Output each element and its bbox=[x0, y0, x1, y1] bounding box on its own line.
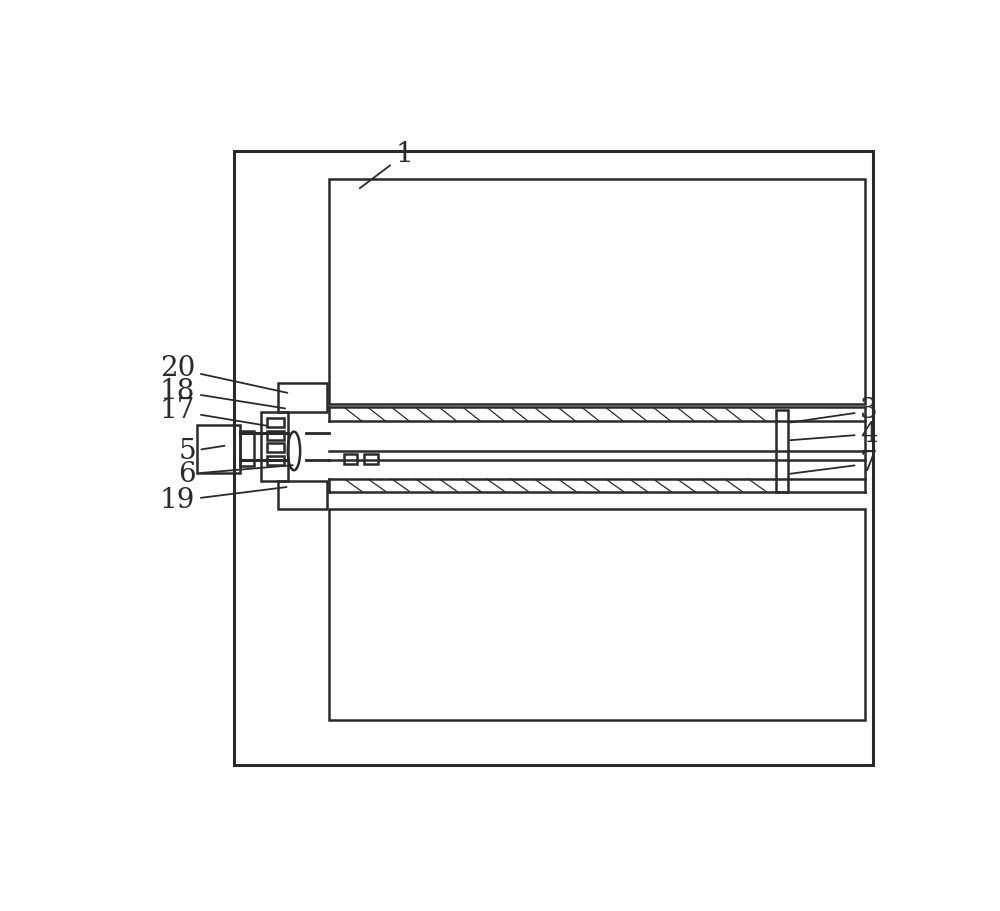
Bar bbox=[197, 425, 240, 473]
Bar bbox=[278, 481, 326, 509]
Text: 5: 5 bbox=[178, 438, 225, 466]
Bar bbox=[234, 151, 873, 765]
Bar bbox=[329, 509, 865, 720]
Text: 1: 1 bbox=[360, 141, 413, 189]
Text: 4: 4 bbox=[790, 421, 878, 447]
Text: 19: 19 bbox=[160, 487, 287, 514]
Text: 3: 3 bbox=[790, 397, 878, 425]
Bar bbox=[344, 455, 357, 464]
Bar bbox=[329, 179, 865, 404]
Bar bbox=[267, 431, 284, 440]
Bar bbox=[267, 456, 284, 465]
Text: 6: 6 bbox=[178, 461, 293, 487]
Bar bbox=[267, 444, 284, 453]
Text: 17: 17 bbox=[160, 397, 268, 426]
Text: 20: 20 bbox=[160, 355, 287, 393]
Bar bbox=[776, 410, 788, 492]
Bar bbox=[240, 431, 254, 466]
Bar bbox=[364, 455, 378, 464]
Text: 7: 7 bbox=[790, 450, 878, 477]
Bar bbox=[261, 413, 288, 481]
Bar bbox=[267, 418, 284, 427]
Bar bbox=[278, 383, 326, 413]
Text: 18: 18 bbox=[160, 378, 285, 408]
